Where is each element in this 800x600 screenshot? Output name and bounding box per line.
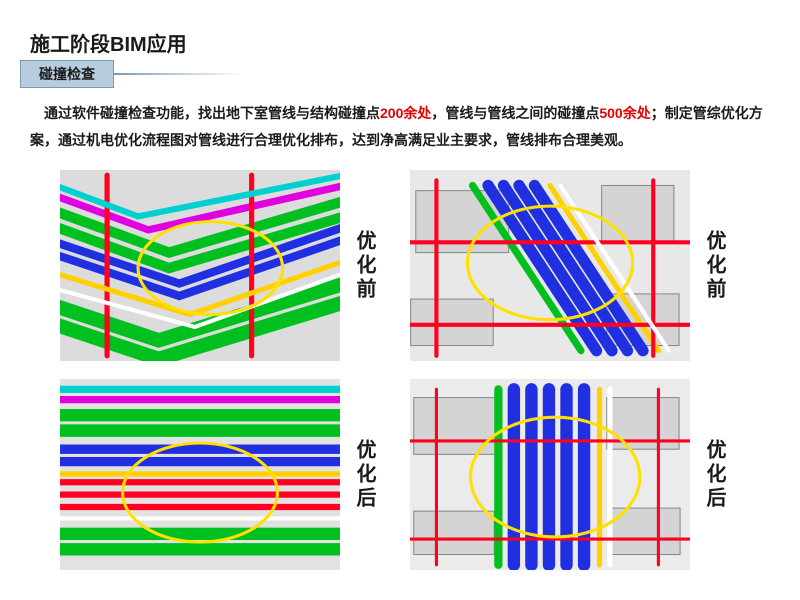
desc-part-2: ，管线与管线之间的碰撞点 [431,105,599,121]
subtitle-badge: 碰撞检查 [20,60,114,88]
image-left-after [60,379,340,570]
page-title: 施工阶段BIM应用 [30,28,187,57]
description-text: 通过软件碰撞检查功能，找出地下室管线与结构碰撞点200余处，管线与管线之间的碰撞… [30,100,770,153]
subtitle-divider [114,73,244,75]
label-after-right: 优化后 [700,439,729,511]
desc-highlight-2: 500余处 [599,105,650,121]
image-grid: 优化前 优化前 优化后 优化后 [60,170,760,570]
image-right-before [410,170,690,361]
image-right-after [410,379,690,570]
label-before-left: 优化前 [350,230,379,302]
desc-part-1: 通过软件碰撞检查功能，找出地下室管线与结构碰撞点 [44,105,380,121]
label-after-left: 优化后 [350,439,379,511]
desc-highlight-1: 200余处 [380,105,431,121]
subtitle-container: 碰撞检查 [20,60,244,88]
image-left-before [60,170,340,361]
label-before-right: 优化前 [700,230,729,302]
